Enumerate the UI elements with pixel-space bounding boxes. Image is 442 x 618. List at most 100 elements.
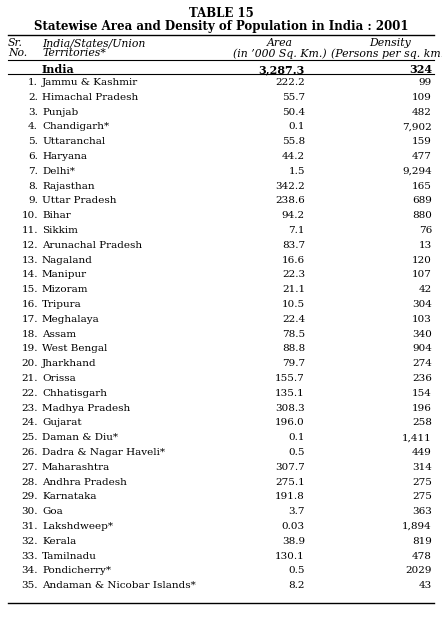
Text: 274: 274	[412, 359, 432, 368]
Text: 35.: 35.	[22, 581, 38, 590]
Text: 38.9: 38.9	[282, 537, 305, 546]
Text: Uttar Pradesh: Uttar Pradesh	[42, 197, 117, 205]
Text: Tamilnadu: Tamilnadu	[42, 552, 97, 561]
Text: Andaman & Nicobar Islands*: Andaman & Nicobar Islands*	[42, 581, 196, 590]
Text: 363: 363	[412, 507, 432, 516]
Text: 27.: 27.	[22, 463, 38, 472]
Text: Punjab: Punjab	[42, 108, 78, 117]
Text: 11.: 11.	[22, 226, 38, 235]
Text: 3.: 3.	[28, 108, 38, 117]
Text: TABLE 15: TABLE 15	[189, 7, 253, 20]
Text: Chandigarh*: Chandigarh*	[42, 122, 109, 132]
Text: 32.: 32.	[22, 537, 38, 546]
Text: Nagaland: Nagaland	[42, 256, 93, 265]
Text: 307.7: 307.7	[275, 463, 305, 472]
Text: Chhatisgarh: Chhatisgarh	[42, 389, 107, 398]
Text: 304: 304	[412, 300, 432, 309]
Text: 478: 478	[412, 552, 432, 561]
Text: 1,411: 1,411	[402, 433, 432, 442]
Text: Rajasthan: Rajasthan	[42, 182, 95, 190]
Text: 22.: 22.	[22, 389, 38, 398]
Text: 0.1: 0.1	[289, 122, 305, 132]
Text: 29.: 29.	[22, 493, 38, 501]
Text: 21.: 21.	[22, 374, 38, 383]
Text: 23.: 23.	[22, 404, 38, 413]
Text: 275: 275	[412, 493, 432, 501]
Text: 258: 258	[412, 418, 432, 428]
Text: 13: 13	[419, 241, 432, 250]
Text: 78.5: 78.5	[282, 329, 305, 339]
Text: 25.: 25.	[22, 433, 38, 442]
Text: 308.3: 308.3	[275, 404, 305, 413]
Text: 159: 159	[412, 137, 432, 146]
Text: (Persons per sq. km.): (Persons per sq. km.)	[331, 48, 442, 59]
Text: 17.: 17.	[22, 315, 38, 324]
Text: 30.: 30.	[22, 507, 38, 516]
Text: 196.0: 196.0	[275, 418, 305, 428]
Text: India: India	[42, 64, 75, 75]
Text: 15.: 15.	[22, 285, 38, 294]
Text: 120: 120	[412, 256, 432, 265]
Text: 0.03: 0.03	[282, 522, 305, 531]
Text: Meghalaya: Meghalaya	[42, 315, 100, 324]
Text: 7,902: 7,902	[402, 122, 432, 132]
Text: 18.: 18.	[22, 329, 38, 339]
Text: Dadra & Nagar Haveli*: Dadra & Nagar Haveli*	[42, 448, 165, 457]
Text: 477: 477	[412, 152, 432, 161]
Text: (in ’000 Sq. Km.): (in ’000 Sq. Km.)	[233, 48, 327, 59]
Text: 689: 689	[412, 197, 432, 205]
Text: 24.: 24.	[22, 418, 38, 428]
Text: Tripura: Tripura	[42, 300, 82, 309]
Text: 21.1: 21.1	[282, 285, 305, 294]
Text: 33.: 33.	[22, 552, 38, 561]
Text: 16.6: 16.6	[282, 256, 305, 265]
Text: Orissa: Orissa	[42, 374, 76, 383]
Text: Lakshdweep*: Lakshdweep*	[42, 522, 113, 531]
Text: 107: 107	[412, 271, 432, 279]
Text: 1.5: 1.5	[289, 167, 305, 176]
Text: Bihar: Bihar	[42, 211, 71, 220]
Text: 6.: 6.	[28, 152, 38, 161]
Text: Territories*: Territories*	[42, 48, 106, 58]
Text: Gujarat: Gujarat	[42, 418, 82, 428]
Text: Sr.: Sr.	[8, 38, 23, 48]
Text: 275: 275	[412, 478, 432, 486]
Text: 83.7: 83.7	[282, 241, 305, 250]
Text: 3,287.3: 3,287.3	[259, 64, 305, 75]
Text: 12.: 12.	[22, 241, 38, 250]
Text: India/States/Union: India/States/Union	[42, 38, 145, 48]
Text: Andhra Pradesh: Andhra Pradesh	[42, 478, 127, 486]
Text: 165: 165	[412, 182, 432, 190]
Text: 222.2: 222.2	[275, 78, 305, 87]
Text: 50.4: 50.4	[282, 108, 305, 117]
Text: Assam: Assam	[42, 329, 76, 339]
Text: 109: 109	[412, 93, 432, 102]
Text: 5.: 5.	[28, 137, 38, 146]
Text: Mizoram: Mizoram	[42, 285, 88, 294]
Text: 155.7: 155.7	[275, 374, 305, 383]
Text: 324: 324	[409, 64, 432, 75]
Text: Delhi*: Delhi*	[42, 167, 75, 176]
Text: Arunachal Pradesh: Arunachal Pradesh	[42, 241, 142, 250]
Text: 340: 340	[412, 329, 432, 339]
Text: 2029: 2029	[405, 567, 432, 575]
Text: 2.: 2.	[28, 93, 38, 102]
Text: 0.1: 0.1	[289, 433, 305, 442]
Text: 275.1: 275.1	[275, 478, 305, 486]
Text: 20.: 20.	[22, 359, 38, 368]
Text: 238.6: 238.6	[275, 197, 305, 205]
Text: West Bengal: West Bengal	[42, 344, 107, 353]
Text: 191.8: 191.8	[275, 493, 305, 501]
Text: 55.8: 55.8	[282, 137, 305, 146]
Text: 34.: 34.	[22, 567, 38, 575]
Text: 7.1: 7.1	[289, 226, 305, 235]
Text: 0.5: 0.5	[289, 448, 305, 457]
Text: 22.3: 22.3	[282, 271, 305, 279]
Text: 43: 43	[419, 581, 432, 590]
Text: 9,294: 9,294	[402, 167, 432, 176]
Text: Pondicherry*: Pondicherry*	[42, 567, 111, 575]
Text: Jammu & Kashmir: Jammu & Kashmir	[42, 78, 138, 87]
Text: 42: 42	[419, 285, 432, 294]
Text: Sikkim: Sikkim	[42, 226, 78, 235]
Text: 196: 196	[412, 404, 432, 413]
